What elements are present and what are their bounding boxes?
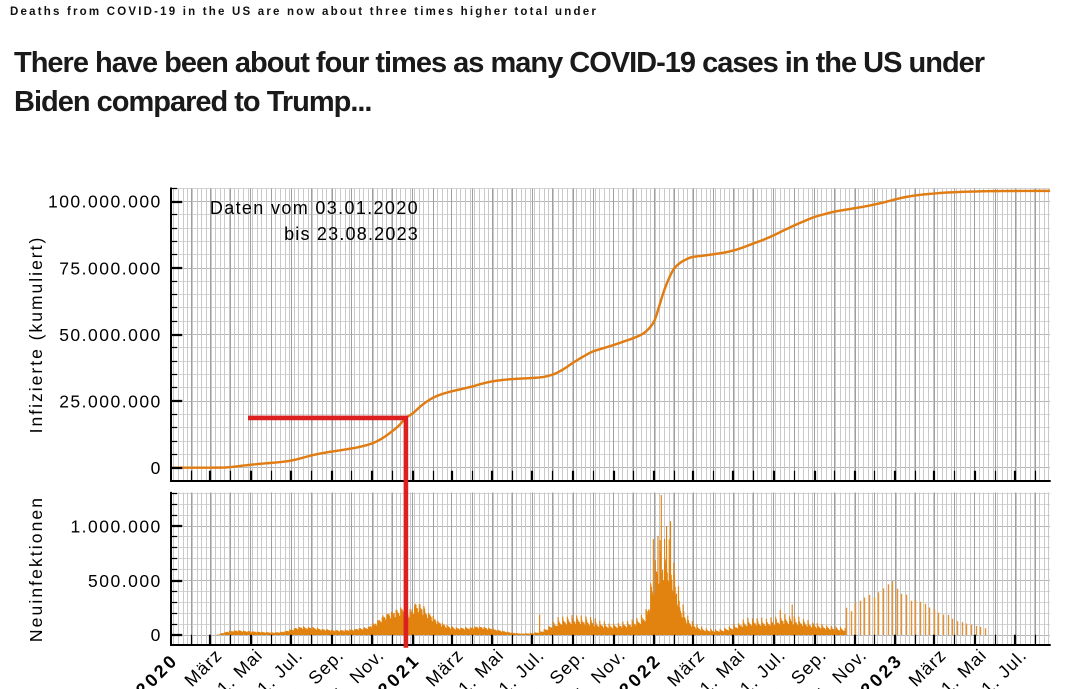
svg-text:bis 23.08.2023: bis 23.08.2023	[284, 224, 419, 244]
svg-text:0: 0	[151, 458, 162, 478]
svg-text:Daten vom 03.01.2020: Daten vom 03.01.2020	[210, 198, 419, 218]
svg-text:500.000: 500.000	[88, 571, 162, 591]
svg-text:0: 0	[151, 625, 162, 645]
svg-text:75.000.000: 75.000.000	[59, 258, 162, 278]
svg-text:50.000.000: 50.000.000	[59, 325, 162, 345]
svg-text:Infizierte (kumuliert): Infizierte (kumuliert)	[26, 236, 46, 434]
svg-text:100.000.000: 100.000.000	[48, 192, 162, 212]
svg-text:Neuinfektionen: Neuinfektionen	[26, 496, 46, 642]
svg-text:1. Jul.: 1. Jul.	[977, 645, 1031, 689]
svg-text:1.000.000: 1.000.000	[70, 516, 161, 536]
svg-text:25.000.000: 25.000.000	[59, 391, 162, 411]
